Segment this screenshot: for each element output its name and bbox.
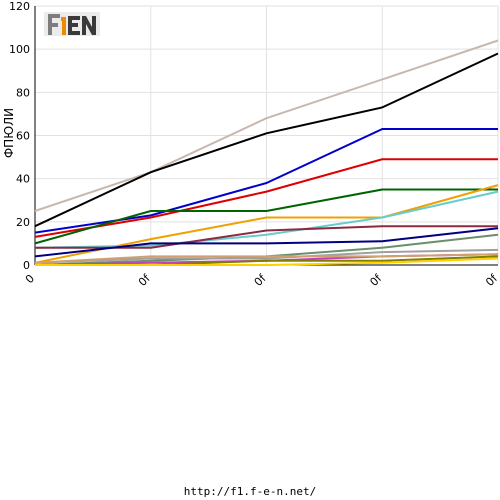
series-line-15 xyxy=(35,257,499,266)
series-lines xyxy=(34,39,499,266)
y-tick-label: 100 xyxy=(9,43,30,56)
footer-url[interactable]: http://f1.f-e-n.net/ xyxy=(183,485,317,498)
series-line-9 xyxy=(34,227,499,258)
x-tick-label: 0 xyxy=(23,272,37,286)
x-tick-label: 0f xyxy=(483,271,500,289)
y-tick-label: 80 xyxy=(16,86,30,99)
y-tick-label: 20 xyxy=(16,216,30,229)
y-tick-label: 60 xyxy=(16,130,30,143)
series-line-2 xyxy=(34,52,499,228)
x-tick-label: 0f xyxy=(252,271,270,289)
f1en-logo xyxy=(44,8,100,38)
series-line-11 xyxy=(34,248,499,264)
x-tick-label: 0f xyxy=(136,271,154,289)
y-tick-label: 120 xyxy=(9,0,30,13)
y-tick-label: 0 xyxy=(23,259,30,272)
series-line-13 xyxy=(34,253,499,264)
y-tick-label: 40 xyxy=(16,173,30,186)
series-line-4 xyxy=(34,158,498,238)
series-line-5 xyxy=(34,188,498,245)
y-axis-title: ФПЮЛИ xyxy=(2,108,16,158)
tick-labels: 0 20 40 60 80 100 120 0 0f 0f 0f 0f xyxy=(9,0,500,289)
series-line-7 xyxy=(34,190,499,249)
x-tick-label: 0f xyxy=(367,271,385,289)
series-line-1 xyxy=(34,39,499,212)
